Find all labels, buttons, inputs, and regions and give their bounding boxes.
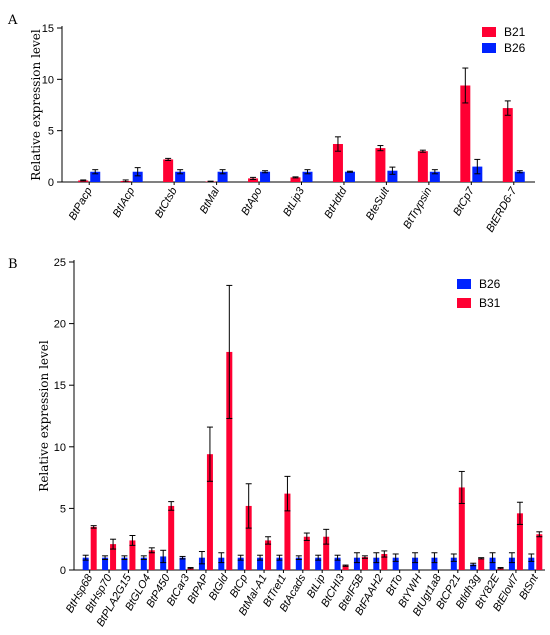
x-tick-label-btlip3: BtLip3 [281, 185, 307, 219]
x-tick-label-bttrypsin: BtTrypsin [401, 186, 434, 232]
bar-b26-btgld [218, 557, 225, 570]
bar-b26-btldh3g [470, 564, 477, 570]
chart-panel-a: A Relative expression level 0 5 10 15 BtPacp Bt… [7, 13, 535, 234]
bar-b26-btlip3 [302, 171, 313, 182]
y-tick-label: 15 [42, 23, 54, 35]
bar-b21-bterd6-7 [502, 108, 513, 182]
bar-b26-btlip [315, 557, 322, 570]
legend-label-b31: B31 [479, 296, 501, 310]
x-tick-label-btpacp: BtPacp [67, 186, 95, 223]
bar-b31-bttret1 [284, 493, 291, 570]
bar-b31-btacads [303, 536, 310, 570]
x-tick-label-btmal: BtMal [198, 185, 223, 216]
legend-swatch-b31 [457, 298, 471, 308]
bar-b26-btsnt [528, 557, 535, 570]
bar-b31-btfaah2 [381, 553, 388, 570]
bar-b26-btacads [295, 557, 302, 570]
bar-b26-btglo4 [140, 557, 147, 570]
y-tick-label: 25 [54, 257, 66, 269]
legend-swatch-b26 [482, 43, 496, 53]
legend-label-b21: B21 [504, 25, 526, 39]
legend-swatch-b26 [457, 279, 471, 289]
bar-b26-btiacp [132, 171, 143, 182]
bar-b31-btmal-a1 [265, 540, 272, 570]
bar-b21-btesult [375, 148, 386, 182]
bar-b26-btcar3 [179, 557, 186, 570]
bar-b26-bteif5b [353, 557, 360, 570]
panel-letter: A [7, 13, 18, 28]
bar-b26-btcp21 [450, 557, 457, 570]
x-tick-label-btgld: BtGld [207, 572, 232, 603]
bar-b26-bthsp70 [102, 557, 109, 570]
bar-b26-btpacp [90, 171, 101, 182]
bar-b31-btelovl7 [516, 513, 523, 570]
bar-b26-bty82e [489, 557, 496, 570]
bar-b21-bthdtd [332, 144, 343, 182]
bar-b26-btpla2g15 [121, 557, 128, 570]
y-tick-label: 5 [60, 503, 66, 515]
bar-b26-btcp7 [472, 166, 483, 182]
bar-b31-bthsp70 [110, 544, 117, 570]
bar-b26-bttret1 [276, 557, 283, 570]
bar-b31-bthsp68 [90, 526, 97, 570]
bar-b21-btlip3 [290, 177, 301, 182]
bar-b21-bttrypsin [417, 151, 428, 182]
bar-b26-btp450 [160, 556, 167, 570]
legend-label-b26: B26 [479, 277, 501, 291]
y-tick-label: 0 [60, 565, 66, 577]
bar-b26-btchi3 [334, 557, 341, 570]
bar-b21-btctsb [163, 159, 174, 182]
y-tick-label: 5 [48, 126, 54, 138]
legend-label-b26: B26 [504, 41, 526, 55]
bar-b31-btpap [206, 454, 213, 570]
x-tick-label-btesult: BteSult [364, 185, 393, 223]
panel-letter: B [8, 257, 18, 272]
bar-b21-btapo [248, 178, 259, 182]
x-tick-label-btiacp: BtIAcp [111, 186, 138, 220]
bar-b26-bterd6-7 [514, 171, 525, 182]
bar-b26-btctsb [175, 171, 186, 182]
bar-b26-bttrypsin [429, 171, 440, 182]
x-tick-label-btapo: BtApo [239, 186, 264, 218]
bar-b21-btcp7 [460, 85, 471, 182]
bar-b31-btsnt [536, 534, 543, 570]
bar-b31-btcp21 [458, 487, 465, 570]
bar-b31-btglo4 [148, 550, 155, 570]
bar-b26-btcp [237, 557, 244, 570]
x-tick-label-btcp7: BtCp7 [451, 185, 477, 218]
bar-b26-bthsp68 [82, 557, 89, 570]
bar-b31-btgld [226, 351, 233, 570]
bar-b26-btmal [217, 171, 228, 182]
bar-b31-btchi3 [342, 565, 349, 570]
x-tick-label-btsnt: BtSnt [517, 572, 541, 602]
x-tick-label-btctsb: BtCtsb [153, 186, 180, 221]
y-tick-label: 10 [42, 74, 54, 86]
y-tick-label: 15 [54, 380, 66, 392]
y-tick-label: 20 [54, 319, 66, 331]
bar-b26-btapo [260, 171, 271, 182]
bar-b31-btlip [323, 536, 330, 570]
bar-b26-btto [392, 557, 399, 570]
y-axis-label: Relative expression level [37, 340, 51, 492]
bar-b31-btldh3g [478, 558, 485, 570]
bar-b31-btp450 [168, 505, 175, 570]
bar-b31-btpla2g15 [129, 540, 136, 570]
x-tick-label-bthdtd: BtHdtd [322, 185, 350, 221]
y-tick-label: 10 [54, 442, 66, 454]
x-tick-label-bterd6-7: BtERD6-7 [484, 185, 520, 235]
y-axis-label: Relative expression level [29, 29, 43, 181]
bar-b26-btugt1a8 [431, 557, 438, 570]
bar-b26-btesult [387, 170, 398, 182]
bar-b26-btfaah2 [373, 557, 380, 570]
legend-swatch-b21 [482, 27, 496, 37]
bar-b26-btelovl7 [508, 557, 515, 570]
y-tick-label: 0 [48, 177, 54, 189]
bar-b26-bthdtd [344, 171, 355, 182]
bar-b26-btmal-a1 [257, 557, 264, 570]
bar-b31-bteif5b [361, 557, 368, 570]
bar-b31-btcp [245, 505, 252, 570]
bar-b26-btywh [412, 557, 419, 570]
